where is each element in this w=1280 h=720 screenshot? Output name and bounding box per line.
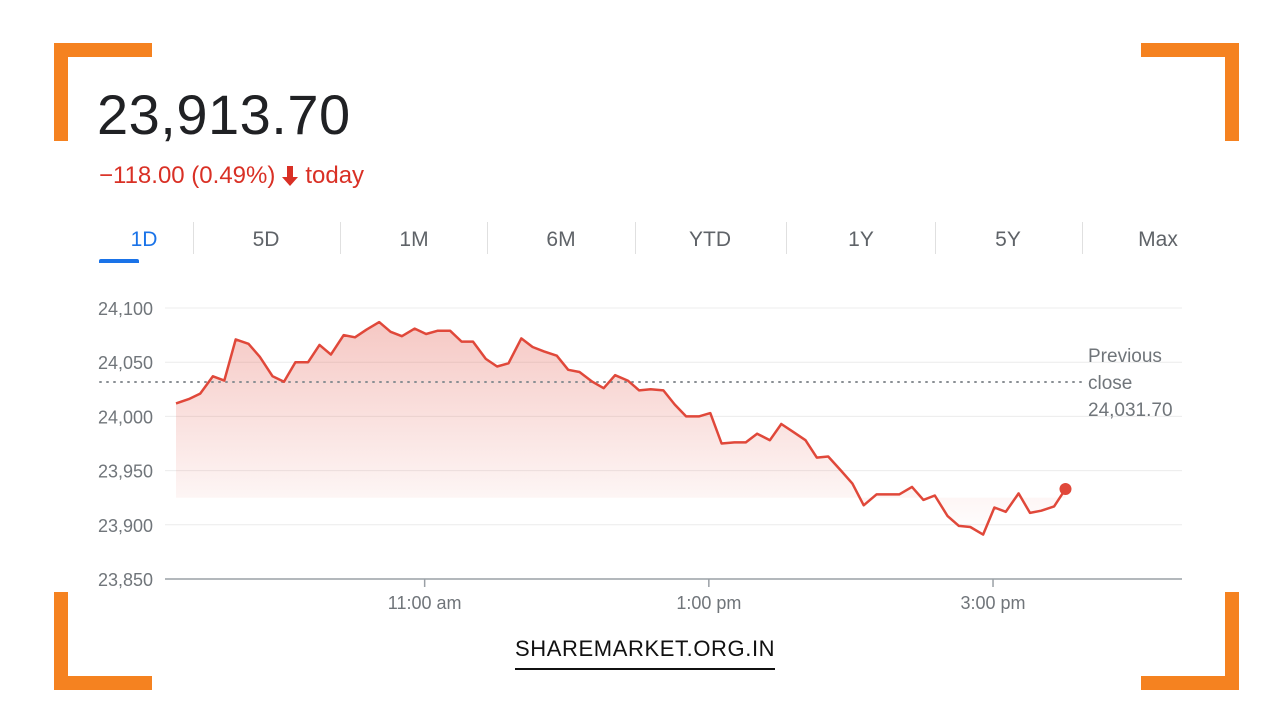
tab-divider: [635, 222, 636, 254]
tab-6m[interactable]: 6M: [546, 228, 576, 251]
price-area: [176, 322, 1066, 535]
tab-1y[interactable]: 1Y: [848, 228, 874, 251]
tab-1d[interactable]: 1D: [130, 228, 158, 251]
tab-5d[interactable]: 5D: [252, 228, 280, 251]
tab-ytd[interactable]: YTD: [689, 228, 731, 251]
tab-1m[interactable]: 1M: [399, 228, 429, 251]
y-tick-label: 24,000: [98, 407, 153, 427]
change-value: −118.00 (0.49%): [99, 162, 276, 189]
price-line: [175, 320, 1067, 536]
active-tab-indicator: [99, 259, 139, 263]
previous-close-value: 24,031.70: [1088, 400, 1173, 421]
previous-close-label: Previous: [1088, 346, 1162, 367]
previous-close-label: close: [1088, 373, 1132, 394]
tab-divider: [935, 222, 936, 254]
frame-corner-bottom-right: [1141, 592, 1239, 690]
tab-divider: [487, 222, 488, 254]
tab-5y[interactable]: 5Y: [995, 228, 1021, 251]
y-tick-label: 23,850: [98, 570, 153, 590]
site-watermark: SHAREMARKET.ORG.IN: [515, 636, 776, 670]
last-price-marker: [1059, 483, 1072, 496]
y-tick-label: 23,900: [98, 516, 153, 536]
tab-divider: [786, 222, 787, 254]
tab-divider: [193, 222, 194, 254]
x-tick-label: 3:00 pm: [960, 593, 1025, 613]
y-tick-label: 23,950: [98, 462, 153, 482]
range-tabs: 1D 5D 1M 6M YTD 1Y 5Y Max: [70, 218, 1190, 266]
arrow-down-icon: [282, 166, 299, 186]
y-tick-label: 24,100: [98, 299, 153, 319]
y-tick-label: 24,050: [98, 353, 153, 373]
x-tick-label: 1:00 pm: [676, 593, 741, 613]
price-change: −118.00 (0.49%) today: [99, 162, 364, 190]
frame-corner-top-left: [54, 43, 152, 141]
x-tick-label: 11:00 am: [388, 593, 462, 613]
frame-corner-top-right: [1141, 43, 1239, 141]
frame-corner-bottom-left: [54, 592, 152, 690]
tab-divider: [340, 222, 341, 254]
tab-max[interactable]: Max: [1138, 228, 1178, 251]
tab-divider: [1082, 222, 1083, 254]
index-price: 23,913.70: [97, 83, 351, 146]
change-period: today: [305, 162, 365, 189]
